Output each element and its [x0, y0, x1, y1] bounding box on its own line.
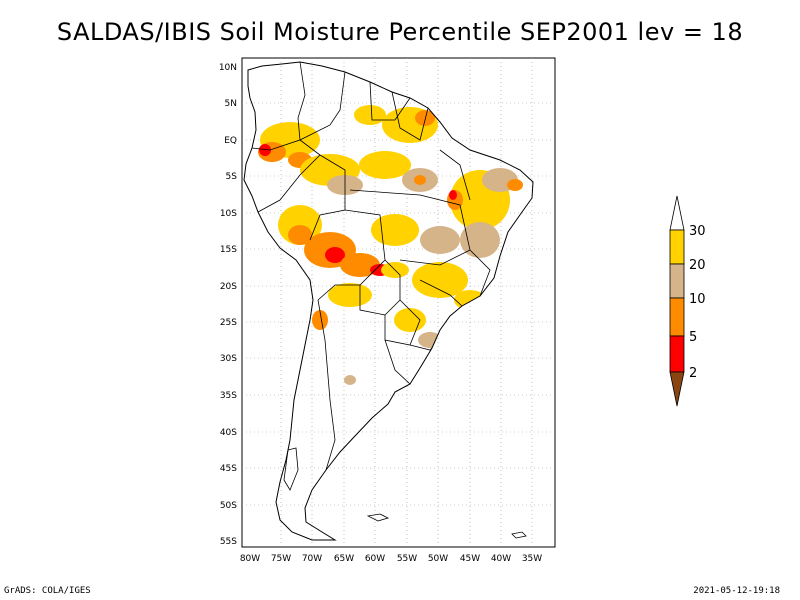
- lat-tick-45s: 45S: [220, 464, 237, 474]
- colorbar-bin-5-10: [669, 297, 685, 337]
- colorbar-cap-bottom: [669, 371, 685, 407]
- lat-tick-35s: 35S: [220, 391, 237, 401]
- islands: [283, 447, 527, 539]
- lat-tick-10s: 10S: [220, 209, 237, 219]
- colorbar-bin-10-20: [669, 263, 685, 299]
- lat-tick-15s: 15S: [220, 245, 237, 255]
- map-title: SALDAS/IBIS Soil Moisture Percentile SEP…: [56, 18, 744, 46]
- footer-credit: GrADS: COLA/IGES: [4, 586, 91, 596]
- lon-tick-75w: 75W: [271, 554, 291, 564]
- lat-tick-55s: 55S: [220, 537, 237, 547]
- colorbar-label-20: 20: [689, 258, 706, 273]
- lat-tick-10n: 10N: [219, 63, 237, 73]
- colorbar-label-5: 5: [689, 330, 697, 345]
- lat-tick-20s: 20S: [220, 282, 237, 292]
- colorbar-cap-top: [669, 195, 685, 231]
- lat-tick-eq: EQ: [224, 136, 237, 146]
- colorbar: [669, 195, 685, 407]
- lon-tick-60w: 60W: [365, 554, 385, 564]
- lat-tick-5s: 5S: [226, 172, 238, 182]
- lat-tick-30s: 30S: [220, 354, 237, 364]
- colorbar-bin-20-30: [669, 229, 685, 265]
- lon-tick-40w: 40W: [491, 554, 511, 564]
- lat-tick-50s: 50S: [220, 501, 237, 511]
- lat-tick-40s: 40S: [220, 428, 237, 438]
- lat-tick-5n: 5N: [225, 99, 237, 109]
- colorbar-label-2: 2: [689, 366, 697, 381]
- lon-tick-80w: 80W: [240, 554, 260, 564]
- colorbar-label-30: 30: [689, 224, 706, 239]
- lon-tick-55w: 55W: [397, 554, 417, 564]
- lat-tick-labels: 10N 5N EQ 5S 10S 15S 20S 25S 30S 35S 40S…: [219, 63, 237, 547]
- lat-tick-25s: 25S: [220, 318, 237, 328]
- lon-tick-70w: 70W: [302, 554, 322, 564]
- lon-tick-45w: 45W: [460, 554, 480, 564]
- colorbar-bin-2-5: [669, 335, 685, 373]
- country-borders: [251, 61, 491, 471]
- footer-timestamp: 2021-05-12-19:18: [693, 586, 780, 596]
- lon-tick-50w: 50W: [428, 554, 448, 564]
- lon-tick-35w: 35W: [522, 554, 542, 564]
- lon-tick-65w: 65W: [334, 554, 354, 564]
- colorbar-label-10: 10: [689, 292, 706, 307]
- lon-tick-labels: 80W 75W 70W 65W 60W 55W 50W 45W 40W 35W: [240, 554, 542, 564]
- colorbar-labels: 30 20 10 5 2: [689, 224, 706, 381]
